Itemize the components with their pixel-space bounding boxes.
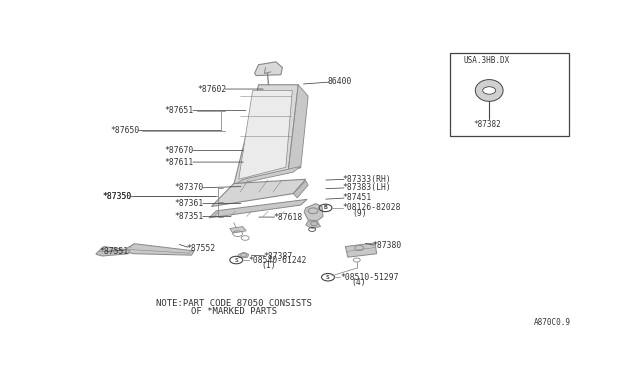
Text: *87387: *87387: [264, 251, 292, 260]
Text: *87361: *87361: [175, 199, 204, 208]
Text: *87670: *87670: [165, 146, 194, 155]
Circle shape: [483, 87, 495, 94]
Text: *87351: *87351: [175, 212, 204, 221]
Text: *87552: *87552: [187, 244, 216, 253]
Text: S: S: [326, 275, 330, 280]
Text: OF *MARKED PARTS: OF *MARKED PARTS: [191, 307, 276, 316]
Polygon shape: [304, 203, 323, 221]
Text: USA.3HB.DX: USA.3HB.DX: [463, 56, 510, 65]
Text: (9): (9): [353, 209, 367, 218]
Text: *08510-51297: *08510-51297: [340, 273, 399, 282]
Text: *87611: *87611: [165, 158, 194, 167]
Text: *87651: *87651: [165, 106, 194, 115]
Text: *87551: *87551: [100, 247, 129, 256]
Text: *87380: *87380: [372, 241, 402, 250]
Text: (1): (1): [261, 261, 276, 270]
Polygon shape: [288, 85, 308, 171]
Text: *87333(RH): *87333(RH): [343, 175, 392, 184]
Text: *87602: *87602: [197, 84, 227, 93]
Text: *87650: *87650: [110, 126, 140, 135]
Polygon shape: [125, 244, 194, 255]
Polygon shape: [230, 227, 246, 233]
Text: A870C0.9: A870C0.9: [534, 318, 571, 327]
Polygon shape: [293, 181, 308, 198]
Polygon shape: [255, 62, 282, 76]
Text: *87370: *87370: [175, 183, 204, 192]
Text: *87350: *87350: [103, 192, 132, 201]
Text: *08126-82028: *08126-82028: [343, 203, 401, 212]
Polygon shape: [211, 179, 306, 206]
Polygon shape: [234, 85, 298, 185]
Polygon shape: [306, 221, 321, 228]
FancyBboxPatch shape: [449, 53, 568, 136]
Polygon shape: [209, 199, 307, 218]
Polygon shape: [237, 252, 249, 258]
Polygon shape: [239, 90, 292, 179]
Text: NOTE:PART CODE 87050 CONSISTS: NOTE:PART CODE 87050 CONSISTS: [156, 299, 312, 308]
Polygon shape: [476, 80, 503, 101]
Text: *87618: *87618: [273, 212, 303, 222]
Text: B: B: [324, 205, 328, 211]
Text: S: S: [234, 257, 238, 263]
Polygon shape: [96, 247, 129, 256]
Text: *87451: *87451: [343, 193, 372, 202]
Polygon shape: [234, 166, 301, 185]
Text: (4): (4): [352, 279, 367, 288]
Text: *08540-61242: *08540-61242: [249, 256, 307, 264]
Text: *87383(LH): *87383(LH): [343, 183, 392, 192]
Polygon shape: [346, 243, 376, 257]
Text: 86400: 86400: [328, 77, 353, 86]
Text: *87350: *87350: [103, 192, 132, 201]
Text: *87382: *87382: [473, 121, 500, 129]
